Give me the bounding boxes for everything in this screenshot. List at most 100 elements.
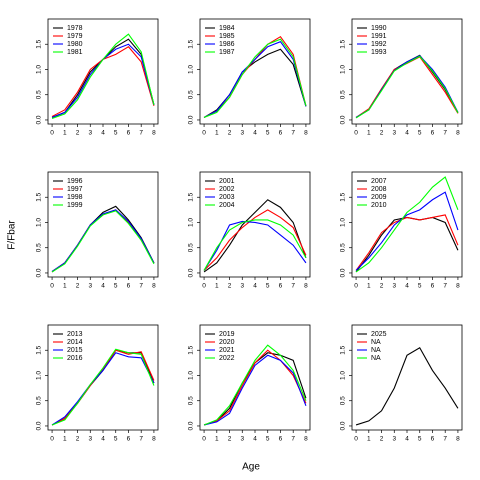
- legend-label: 1981: [67, 49, 83, 56]
- legend-label: 2016: [67, 355, 83, 362]
- x-tick-label: 5: [418, 130, 422, 137]
- legend-label: NA: [371, 339, 381, 346]
- plot-frame: [351, 18, 463, 125]
- y-tick-label: 0.5: [188, 243, 195, 252]
- legend-label: 2009: [371, 194, 387, 201]
- y-tick-label: 1.0: [340, 218, 347, 227]
- x-tick-label: 6: [431, 283, 435, 290]
- legend-label: 1990: [371, 25, 387, 32]
- y-tick-label: 1.0: [340, 65, 347, 74]
- plot-frame: [47, 171, 159, 278]
- legend-label: 1993: [371, 49, 387, 56]
- series-line: [51, 210, 155, 273]
- y-tick-label: 1.5: [36, 345, 43, 354]
- x-tick-label: 3: [392, 283, 396, 290]
- y-tick-label: 1.5: [340, 192, 347, 201]
- x-tick-label: 7: [139, 436, 143, 443]
- x-tick-label: 4: [253, 436, 257, 443]
- series-line: [355, 55, 459, 119]
- y-tick-label: 0.0: [188, 421, 195, 430]
- y-tick-label: 0.0: [36, 115, 43, 124]
- x-tick-label: 1: [215, 130, 219, 137]
- x-tick-label: 6: [431, 436, 435, 443]
- series-line: [203, 344, 307, 426]
- plot-frame: [199, 18, 311, 125]
- x-tick-label: 7: [443, 130, 447, 137]
- y-tick-label: 0.5: [36, 396, 43, 405]
- x-tick-label: 0: [202, 436, 206, 443]
- x-axis-label: Age: [242, 462, 260, 473]
- series-line: [51, 46, 155, 117]
- x-tick-label: 0: [354, 283, 358, 290]
- plot-frame: [351, 171, 463, 278]
- y-tick-label: 0.5: [188, 396, 195, 405]
- y-tick-label: 0.0: [36, 421, 43, 430]
- x-tick-label: 8: [304, 283, 308, 290]
- legend-label: 1992: [371, 41, 387, 48]
- x-tick-label: 3: [88, 283, 92, 290]
- series-line: [51, 209, 155, 272]
- legend-label: 2014: [67, 339, 83, 346]
- x-tick-label: 2: [228, 436, 232, 443]
- x-tick-label: 6: [431, 130, 435, 137]
- series-line: [51, 205, 155, 273]
- y-tick-label: 1.5: [340, 39, 347, 48]
- x-tick-label: 1: [215, 283, 219, 290]
- x-tick-label: 1: [367, 283, 371, 290]
- x-tick-label: 2: [228, 130, 232, 137]
- x-tick-label: 1: [63, 283, 67, 290]
- y-tick-label: 0.0: [188, 115, 195, 124]
- x-tick-label: 2: [380, 436, 384, 443]
- x-tick-label: 6: [127, 130, 131, 137]
- legend-label: 1998: [67, 194, 83, 201]
- series-line: [203, 220, 307, 271]
- x-tick-label: 8: [152, 283, 156, 290]
- x-tick-label: 6: [279, 436, 283, 443]
- x-tick-label: 7: [139, 283, 143, 290]
- series-line: [355, 176, 459, 273]
- x-tick-label: 7: [139, 130, 143, 137]
- legend-label: 2015: [67, 347, 83, 354]
- y-tick-label: 0.5: [188, 90, 195, 99]
- x-tick-label: 5: [114, 283, 118, 290]
- x-tick-label: 4: [253, 130, 257, 137]
- x-tick-label: 5: [418, 283, 422, 290]
- series-line: [203, 219, 307, 271]
- x-tick-label: 7: [443, 283, 447, 290]
- x-tick-label: 7: [291, 130, 295, 137]
- plot-frame: [199, 324, 311, 431]
- x-tick-label: 4: [405, 436, 409, 443]
- y-tick-label: 1.0: [36, 371, 43, 380]
- series-line: [203, 354, 307, 426]
- legend-label: 1986: [219, 41, 235, 48]
- legend-label: 2001: [219, 178, 235, 185]
- y-tick-label: 1.0: [36, 218, 43, 227]
- x-tick-label: 2: [76, 436, 80, 443]
- y-tick-label: 1.0: [340, 371, 347, 380]
- x-tick-label: 0: [50, 283, 54, 290]
- legend-label: 1984: [219, 25, 235, 32]
- legend-label: 2004: [219, 202, 235, 209]
- y-tick-label: 1.0: [188, 218, 195, 227]
- x-tick-label: 8: [304, 436, 308, 443]
- plot-frame: [47, 324, 159, 431]
- legend-label: 2025: [371, 331, 387, 338]
- legend-label: 2002: [219, 186, 235, 193]
- y-tick-label: 1.0: [36, 65, 43, 74]
- x-tick-label: 2: [76, 130, 80, 137]
- series-line: [203, 349, 307, 426]
- x-tick-label: 5: [266, 436, 270, 443]
- x-tick-label: 5: [266, 283, 270, 290]
- x-tick-label: 3: [88, 436, 92, 443]
- legend-label: 1979: [67, 33, 83, 40]
- series-line: [355, 216, 459, 273]
- x-tick-label: 0: [50, 436, 54, 443]
- x-tick-label: 3: [88, 130, 92, 137]
- y-tick-label: 0.5: [340, 243, 347, 252]
- y-axis-label: F/Fbar: [7, 220, 18, 250]
- x-tick-label: 1: [367, 130, 371, 137]
- plot-frame: [47, 18, 159, 125]
- x-tick-label: 6: [279, 283, 283, 290]
- x-tick-label: 5: [266, 130, 270, 137]
